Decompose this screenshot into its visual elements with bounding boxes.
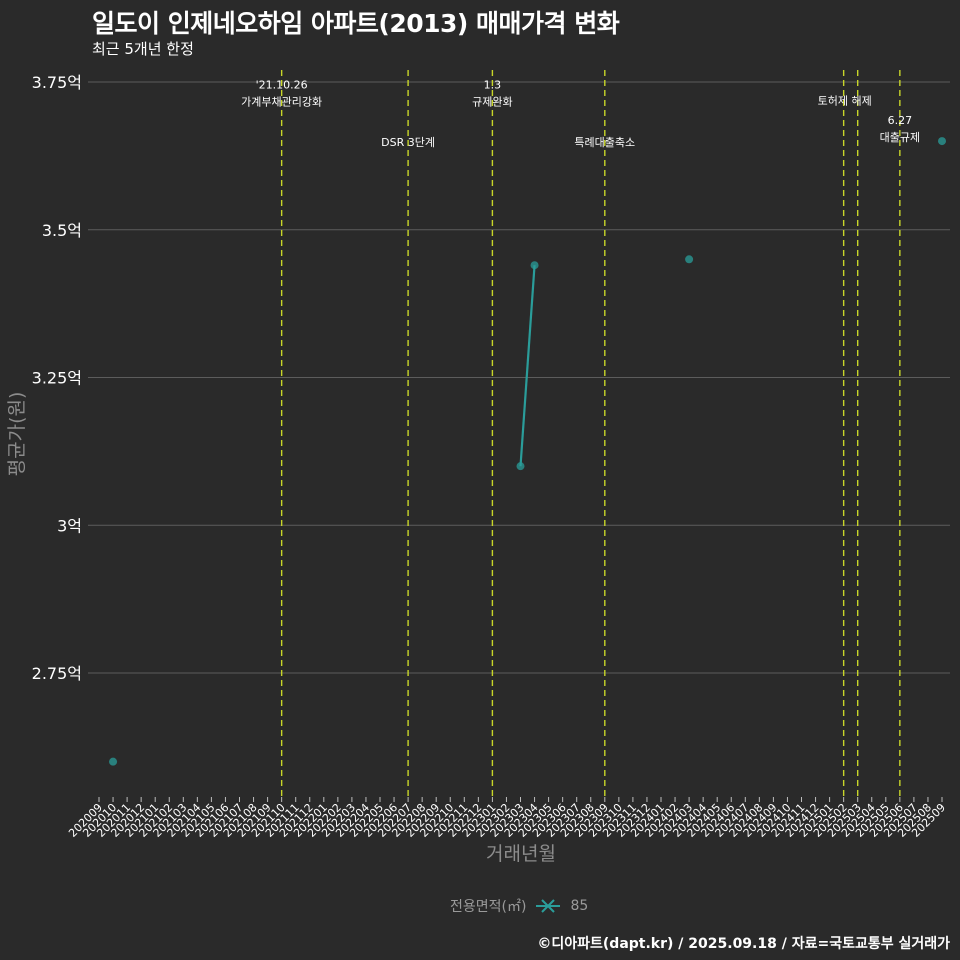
legend-title: 전용면적(㎡) [450, 899, 527, 915]
event-annotation: 토허제 해제 [818, 94, 872, 108]
data-point [516, 462, 525, 471]
y-tick-label: 3.5억 [42, 221, 82, 240]
y-tick-label: 3억 [57, 516, 82, 535]
event-annotation: 가계부채관리강화 [241, 96, 322, 109]
event-annotation: 대출규제 [880, 131, 920, 144]
legend-key-line-icon [536, 899, 561, 913]
chart-title: 일도이 인제네오하임 아파트(2013) 매매가격 변화 [92, 9, 620, 38]
x-axis-title: 거래년월 [486, 843, 556, 865]
data-point [938, 137, 946, 146]
y-tick-label: 3.25억 [32, 369, 82, 388]
legend: 전용면적(㎡) 85 [450, 896, 588, 916]
y-axis-title: 평균가(원) [6, 392, 28, 477]
source-caption: ©디아파트(dapt.kr) / 2025.09.18 / 자료=국토교통부 실… [537, 936, 950, 952]
event-annotation: 규제완화 [472, 96, 512, 109]
series-line [519, 265, 536, 467]
event-annotation: 6.27 [888, 114, 913, 127]
event-annotation: 특례대출축소 [574, 136, 635, 149]
data-point [685, 255, 694, 264]
chart-subtitle: 최근 5개년 한정 [92, 40, 194, 58]
y-tick-label: 3.75억 [32, 73, 82, 92]
event-annotation: '21.10.26 [256, 79, 308, 92]
data-point [530, 261, 539, 270]
data-point [109, 757, 118, 766]
legend-item-85: 85 [570, 898, 589, 914]
event-annotation: 1.3 [484, 79, 502, 92]
y-tick-label: 2.75억 [32, 664, 82, 683]
event-annotation: DSR 3단계 [381, 136, 435, 149]
